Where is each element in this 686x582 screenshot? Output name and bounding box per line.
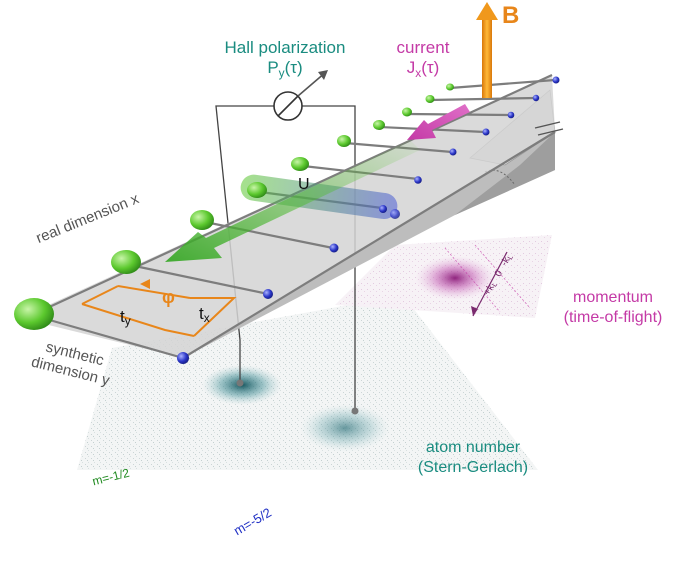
momentum-label: momentum (time-of-flight): [548, 288, 678, 328]
green-sites: [14, 83, 454, 330]
b-field-arrow: [476, 2, 498, 98]
atom-line2: (Stern-Gerlach): [417, 459, 529, 476]
atom-number-label: atom number (Stern-Gerlach): [408, 438, 538, 478]
hall-title: Hall polarization: [224, 38, 346, 57]
momentum-line2: (time-of-flight): [563, 309, 663, 326]
capacitor-symbol: [534, 121, 564, 136]
interaction-label: U: [298, 176, 310, 193]
blue-sites: [177, 76, 560, 364]
momentum-image: [335, 235, 552, 318]
current-label: current Jx(τ): [382, 38, 464, 83]
tunnel-y-label: ty: [120, 307, 131, 328]
hall-green-arrow: [165, 140, 420, 262]
phase-label: φ: [162, 287, 175, 307]
atom-line1: atom number: [425, 439, 521, 456]
hall-symbol: Py(τ): [267, 58, 303, 80]
momentum-line1: momentum: [572, 289, 654, 306]
current-symbol: Jx(τ): [406, 58, 440, 80]
voltmeter-symbol: [273, 70, 328, 121]
hall-polarization-label: Hall polarization Py(τ): [200, 38, 370, 83]
b-field-label: B: [502, 2, 520, 29]
current-title: current: [396, 38, 450, 57]
plaquette-loop: [81, 279, 237, 337]
current-pink-arrow: [407, 104, 470, 140]
tunnel-x-label: tx: [199, 304, 210, 325]
